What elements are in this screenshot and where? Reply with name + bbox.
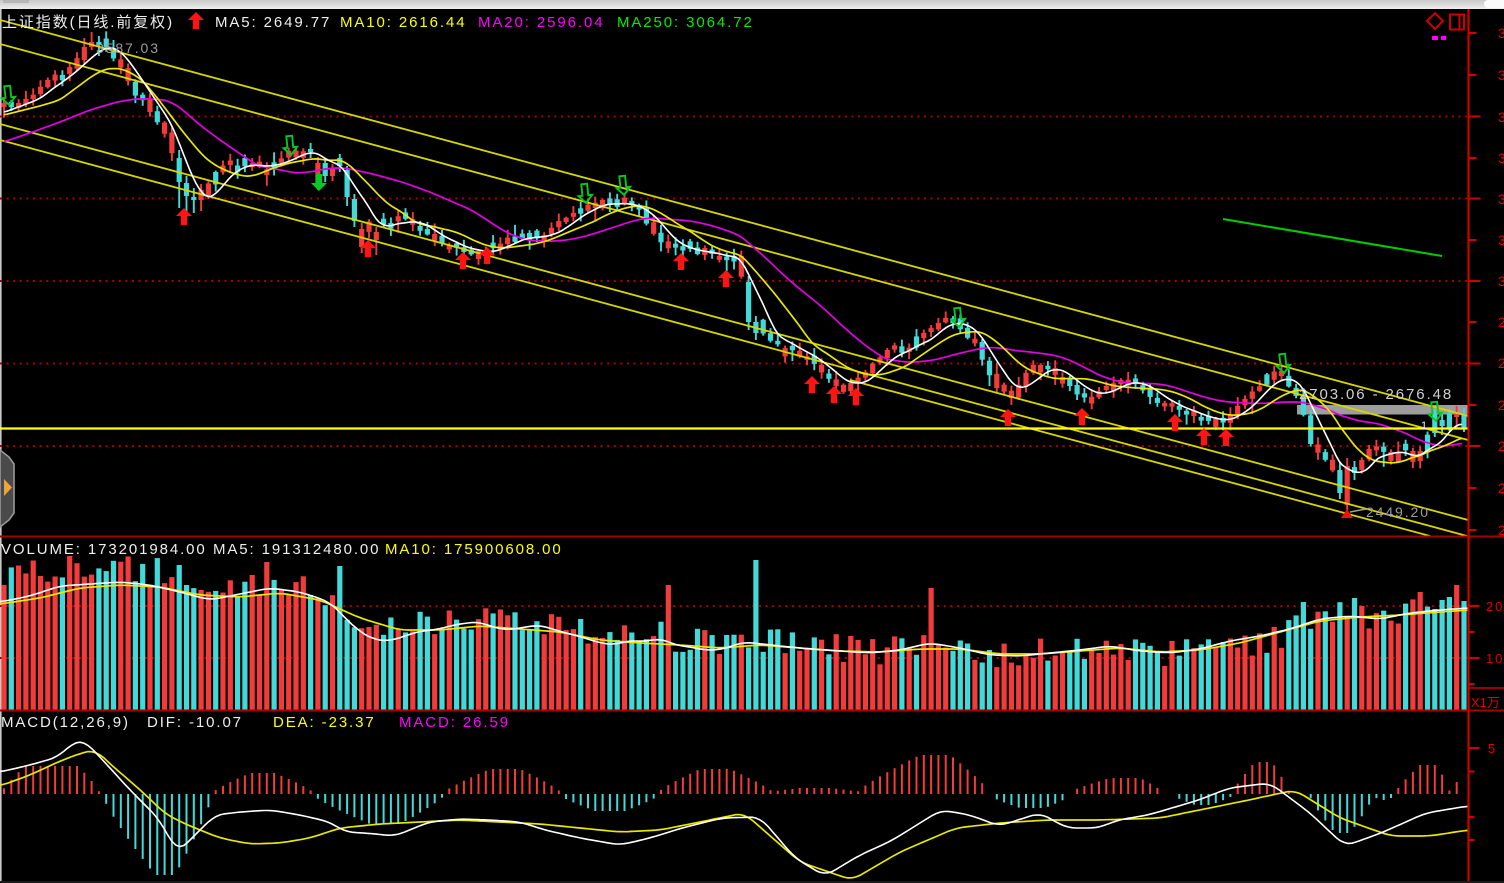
svg-text:2: 2 bbox=[1498, 480, 1504, 496]
svg-text:3: 3 bbox=[1498, 109, 1504, 125]
svg-text:MA250: 3064.72: MA250: 3064.72 bbox=[617, 14, 754, 31]
svg-text:20: 20 bbox=[1486, 599, 1504, 614]
svg-text:3: 3 bbox=[1498, 150, 1504, 166]
svg-text:10: 10 bbox=[1486, 651, 1504, 666]
svg-text:3: 3 bbox=[1498, 25, 1504, 41]
svg-text:2: 2 bbox=[1498, 355, 1504, 371]
svg-text:3: 3 bbox=[1498, 232, 1504, 248]
svg-text:3: 3 bbox=[1498, 191, 1504, 207]
svg-text:3: 3 bbox=[1498, 67, 1504, 83]
svg-text:MACD: 26.59: MACD: 26.59 bbox=[399, 714, 510, 731]
svg-text:DEA: -23.37: DEA: -23.37 bbox=[273, 714, 376, 731]
svg-text:2: 2 bbox=[1498, 522, 1504, 538]
svg-text:2: 2 bbox=[1498, 314, 1504, 330]
svg-text:1: 1 bbox=[1421, 420, 1429, 432]
svg-text:MACD(12,26,9): MACD(12,26,9) bbox=[1, 714, 130, 731]
svg-text:3: 3 bbox=[1498, 273, 1504, 289]
svg-text:3587.03: 3587.03 bbox=[96, 40, 160, 56]
svg-text:2: 2 bbox=[1498, 438, 1504, 454]
svg-text:X1万: X1万 bbox=[1471, 695, 1500, 710]
svg-text:2: 2 bbox=[1498, 397, 1504, 413]
svg-text:MA5: 2649.77: MA5: 2649.77 bbox=[215, 14, 331, 31]
svg-text:上证指数(日线.前复权): 上证指数(日线.前复权) bbox=[2, 13, 174, 31]
svg-text:MA5: 191312480.00: MA5: 191312480.00 bbox=[213, 541, 380, 558]
svg-text:2703.06 - 2676.48: 2703.06 - 2676.48 bbox=[1299, 386, 1453, 403]
svg-text:VOLUME: 173201984.00: VOLUME: 173201984.00 bbox=[1, 541, 207, 558]
svg-text:MA10: 175900608.00: MA10: 175900608.00 bbox=[385, 541, 563, 558]
svg-text:DIF: -10.07: DIF: -10.07 bbox=[147, 714, 243, 731]
svg-text:5: 5 bbox=[1488, 741, 1497, 756]
svg-text:MA20: 2596.04: MA20: 2596.04 bbox=[478, 14, 604, 31]
svg-text:MA10: 2616.44: MA10: 2616.44 bbox=[340, 14, 466, 31]
svg-text:2449.20: 2449.20 bbox=[1366, 504, 1430, 520]
